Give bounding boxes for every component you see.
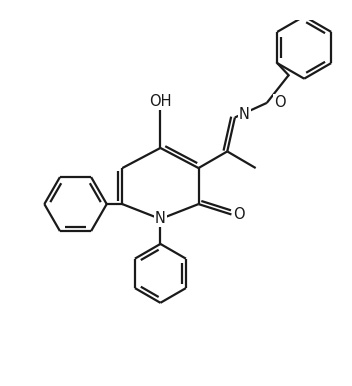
Text: OH: OH <box>149 94 172 109</box>
Text: O: O <box>274 95 285 110</box>
Text: N: N <box>155 212 166 227</box>
Text: N: N <box>239 107 250 122</box>
Text: O: O <box>233 207 245 222</box>
